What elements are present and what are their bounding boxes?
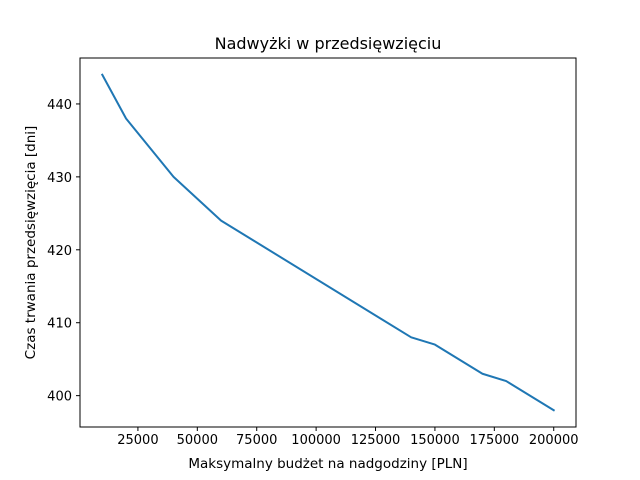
plot-area xyxy=(100,73,556,412)
x-tick-label: 150000 xyxy=(410,433,460,448)
y-tick-label: 440 xyxy=(47,98,72,113)
axes-frame xyxy=(79,57,577,428)
y-axis: 400 410 420 430 440 xyxy=(47,98,80,405)
y-axis-label: Czas trwania przedsięwzięcia [dni] xyxy=(23,126,39,360)
x-axis-label: Maksymalny budżet na nadgodziny [PLN] xyxy=(188,456,467,472)
chart-title: Nadwyżki w przedsięwzięciu xyxy=(215,34,442,53)
series-line xyxy=(100,73,556,412)
x-tick-label: 75000 xyxy=(236,433,277,448)
x-axis: 25000 50000 75000 100000 125000 150000 175000 2… xyxy=(117,427,579,448)
x-tick-label: 200000 xyxy=(529,433,579,448)
y-tick-label: 410 xyxy=(47,317,72,332)
x-tick-label: 100000 xyxy=(291,433,341,448)
y-tick-label: 430 xyxy=(47,171,72,186)
y-tick-label: 420 xyxy=(47,244,72,259)
x-tick-label: 175000 xyxy=(470,433,520,448)
x-tick-label: 125000 xyxy=(351,433,401,448)
x-tick-label: 50000 xyxy=(177,433,218,448)
y-tick-label: 400 xyxy=(47,390,72,405)
x-tick-label: 25000 xyxy=(117,433,158,448)
